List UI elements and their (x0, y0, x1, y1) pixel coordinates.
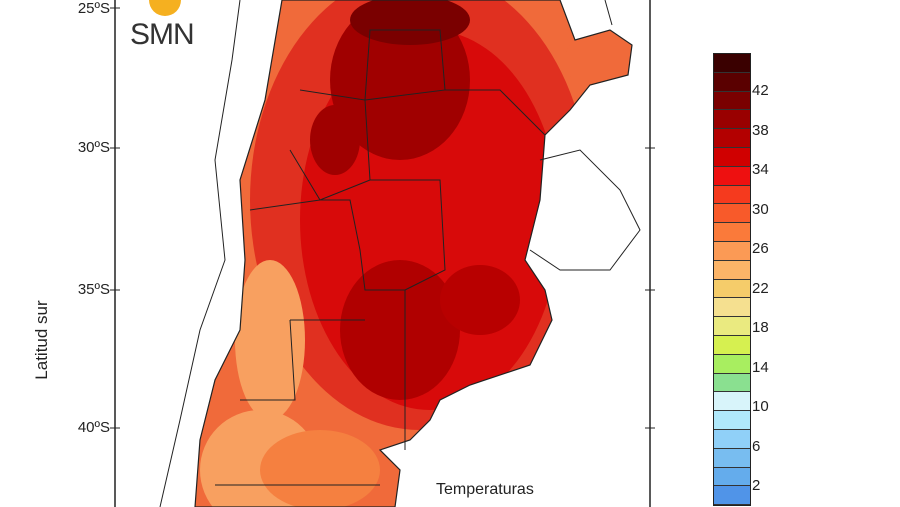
legend-tick: 34 (752, 161, 769, 178)
legend-tick: 18 (752, 319, 769, 336)
legend-swatch (714, 166, 750, 186)
lat-ticks (110, 7, 655, 429)
legend-tick: 2 (752, 477, 761, 494)
lat-tick-35: 35ºS (77, 281, 110, 298)
y-axis-label: Latitud sur (32, 300, 51, 380)
legend-tick: 22 (752, 279, 769, 297)
legend-swatch (714, 448, 750, 468)
legend-swatch (714, 241, 750, 261)
legend-swatch (714, 467, 750, 487)
legend-swatch (714, 91, 750, 111)
lat-tick-40: 40ºS (77, 419, 110, 436)
legend-swatch (714, 373, 750, 393)
country-borders (159, 0, 641, 507)
legend-swatch (714, 335, 750, 355)
legend-swatch (714, 54, 750, 73)
province-borders (215, 29, 546, 486)
legend-swatch (714, 147, 750, 167)
legend-swatch (714, 317, 750, 336)
legend-swatch (714, 298, 750, 318)
legend-swatch (714, 129, 750, 148)
legend-tick: 42 (752, 82, 769, 99)
legend-swatch (714, 486, 750, 506)
lat-tick-25: 25ºS (77, 0, 110, 17)
legend-swatch (714, 72, 750, 92)
legend-swatch (714, 411, 750, 430)
legend-swatch (714, 279, 750, 299)
legend-tick: 6 (752, 437, 761, 455)
legend-tick: 10 (752, 398, 769, 415)
legend-tick: 14 (752, 358, 769, 376)
legend-swatch (714, 185, 750, 205)
smn-logo: SMN (130, 18, 195, 51)
legend-tick: 26 (752, 240, 769, 257)
map-caption: Temperaturas (436, 481, 534, 498)
legend-swatch (714, 110, 750, 130)
legend-swatch (714, 429, 750, 449)
temperature-fields (195, 0, 632, 507)
color-legend (713, 53, 751, 507)
legend-swatch (714, 223, 750, 242)
legend-swatch (714, 260, 750, 280)
legend-swatch (714, 204, 750, 224)
lat-tick-30: 30ºS (77, 139, 110, 156)
smn-logo-sun (149, 0, 181, 16)
legend-tick: 38 (752, 121, 769, 139)
legend-swatch (714, 392, 750, 412)
legend-swatch (714, 354, 750, 374)
legend-tick: 30 (752, 200, 769, 218)
